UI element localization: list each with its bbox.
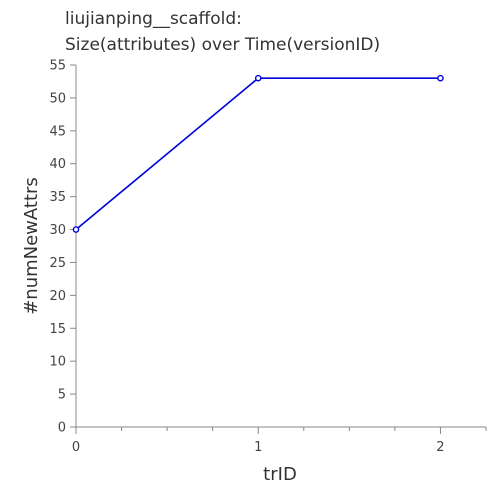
y-axis-label: #numNewAttrs	[21, 177, 42, 315]
y-tick-label: 55	[49, 59, 66, 74]
x-tick-label: 0	[72, 440, 80, 455]
y-tick-label: 45	[49, 124, 66, 139]
chart-title-line-2: Size(attributes) over Time(versionID)	[65, 35, 380, 55]
y-tick-label: 40	[49, 157, 66, 172]
x-tick-label: 2	[436, 440, 444, 455]
y-tick-label: 50	[49, 91, 66, 106]
y-tick-label: 15	[49, 322, 66, 337]
data-point	[72, 226, 80, 233]
y-tick-label: 20	[49, 289, 66, 304]
series-line	[75, 77, 441, 231]
y-tick-label: 0	[58, 421, 66, 436]
y-tick-label: 25	[49, 256, 66, 271]
y-tick-label: 30	[49, 223, 66, 238]
x-tick-label: 1	[254, 440, 262, 455]
y-tick-label: 5	[58, 388, 66, 403]
y-tick-label: 10	[49, 355, 66, 370]
y-tick-label: 35	[49, 190, 66, 205]
data-point	[254, 74, 262, 82]
axes: 0 5 10 15 20 25 30 35 40 45 50 55 0 1 2	[49, 59, 487, 455]
series-layer	[72, 74, 444, 233]
x-axis-label: trID	[263, 464, 297, 485]
chart-title-line-1: liujianping__scaffold:	[65, 9, 242, 29]
data-point	[437, 74, 444, 82]
